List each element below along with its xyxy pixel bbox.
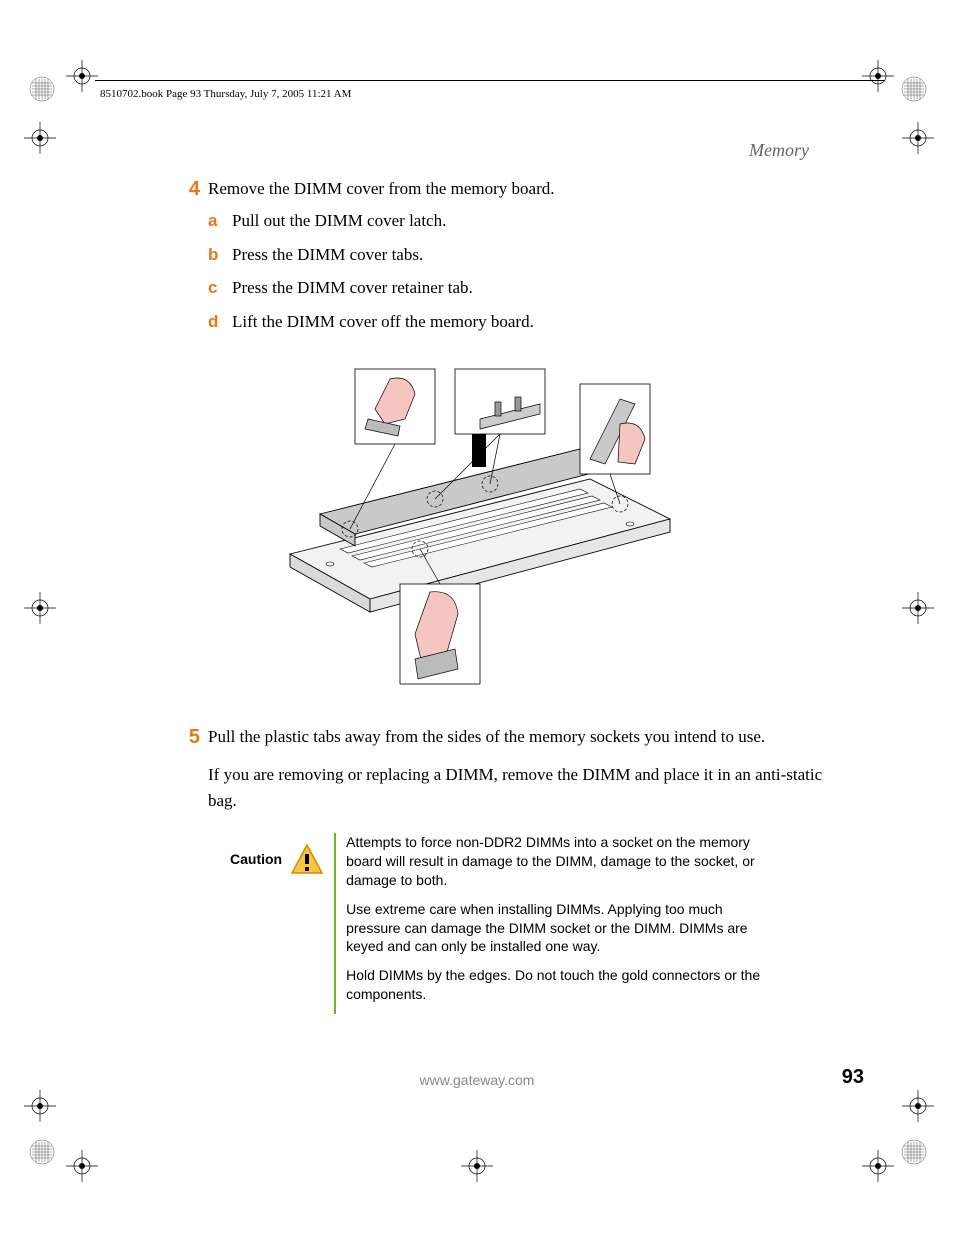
substep-text: Lift the DIMM cover off the memory board…	[232, 309, 534, 335]
regmark-tl	[28, 75, 56, 103]
substep-a: a Pull out the DIMM cover latch.	[208, 208, 830, 234]
substep-letter: b	[208, 242, 232, 268]
regmark-br	[900, 1138, 928, 1166]
crosshair-bottom-center	[461, 1150, 493, 1182]
crosshair-left-bot	[24, 1090, 56, 1122]
step-number: 4	[180, 176, 208, 202]
crosshair-right-bot	[902, 1090, 934, 1122]
regmark-bl	[28, 1138, 56, 1166]
caution-p2: Use extreme care when installing DIMMs. …	[346, 900, 766, 957]
substep-text: Press the DIMM cover tabs.	[232, 242, 423, 268]
running-header: 8510702.book Page 93 Thursday, July 7, 2…	[100, 88, 351, 100]
substep-letter: d	[208, 309, 232, 335]
step-text: Remove the DIMM cover from the memory bo…	[208, 176, 555, 202]
crosshair-tl	[66, 60, 98, 92]
footer-url: www.gateway.com	[0, 1072, 954, 1088]
caution-p1: Attempts to force non-DDR2 DIMMs into a …	[346, 833, 766, 890]
dimm-cover-diagram	[280, 364, 680, 694]
warning-icon	[290, 843, 324, 877]
crosshair-br	[862, 1150, 894, 1182]
step-4: 4 Remove the DIMM cover from the memory …	[180, 176, 830, 202]
caution-rule	[334, 833, 336, 1014]
crosshair-right	[902, 122, 934, 154]
caution-text: Attempts to force non-DDR2 DIMMs into a …	[346, 833, 766, 1014]
caution-label: Caution	[230, 833, 290, 1014]
crosshair-tr	[862, 60, 894, 92]
crosshair-right-mid	[902, 592, 934, 624]
step-5-para: If you are removing or replacing a DIMM,…	[208, 762, 830, 813]
caution-block: Caution Attempts to force non-DDR2 DIMMs…	[230, 833, 830, 1014]
substep-text: Pull out the DIMM cover latch.	[232, 208, 446, 234]
substeps-4: a Pull out the DIMM cover latch. b Press…	[208, 208, 830, 334]
crosshair-left-mid	[24, 592, 56, 624]
substep-text: Press the DIMM cover retainer tab.	[232, 275, 473, 301]
substep-c: c Press the DIMM cover retainer tab.	[208, 275, 830, 301]
crosshair-left	[24, 122, 56, 154]
substep-letter: a	[208, 208, 232, 234]
page-content: 4 Remove the DIMM cover from the memory …	[180, 176, 830, 1014]
header-rule	[95, 80, 885, 81]
crosshair-bl	[66, 1150, 98, 1182]
caution-p3: Hold DIMMs by the edges. Do not touch th…	[346, 966, 766, 1004]
substep-letter: c	[208, 275, 232, 301]
regmark-tr	[900, 75, 928, 103]
step-5: 5 Pull the plastic tabs away from the si…	[180, 724, 830, 750]
page-number: 93	[842, 1066, 864, 1089]
substep-d: d Lift the DIMM cover off the memory boa…	[208, 309, 830, 335]
step-text: Pull the plastic tabs away from the side…	[208, 724, 765, 750]
section-title: Memory	[749, 140, 809, 161]
substep-b: b Press the DIMM cover tabs.	[208, 242, 830, 268]
step-number: 5	[180, 724, 208, 750]
